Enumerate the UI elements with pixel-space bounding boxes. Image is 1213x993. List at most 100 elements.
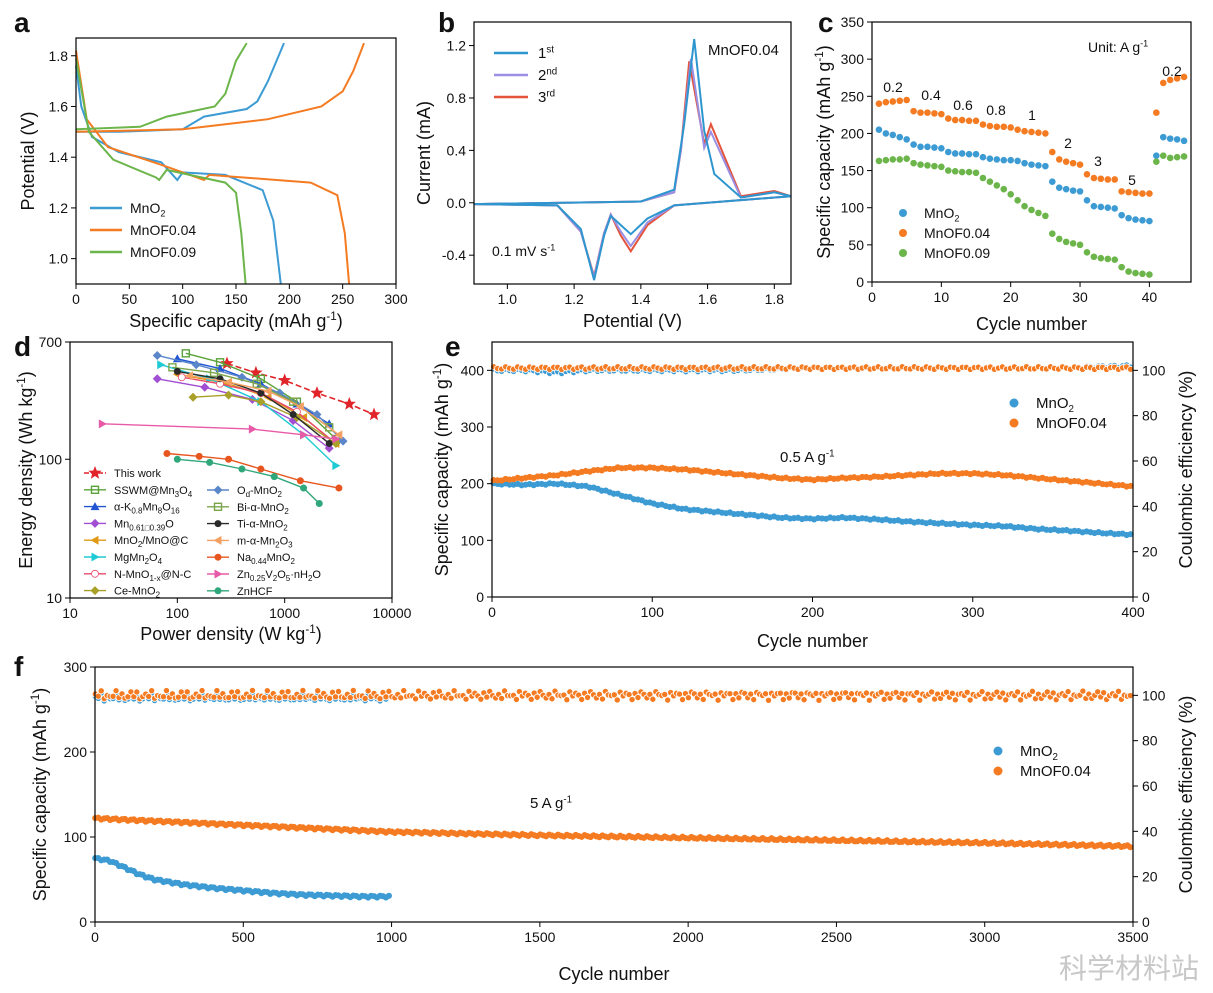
rate-label: 1: [1028, 107, 1036, 123]
axis-f-xtick-label: 0: [91, 929, 99, 945]
legend-d-label-part: This work: [114, 468, 162, 480]
legend-e-marker: [1009, 398, 1019, 408]
cycle-point-mnof0.04-ce: [679, 696, 687, 704]
rate-point-mnof0.04: [1083, 170, 1091, 178]
rate-point-mno2: [896, 133, 904, 141]
ragone-point: [296, 477, 304, 485]
cycle-point-mnof0.04-ce: [246, 693, 254, 701]
rate-point-mno2: [944, 148, 952, 156]
rate-point-mnof0.09: [1111, 256, 1119, 264]
cycle-point-mnof0.04-ce: [234, 688, 242, 696]
ragone-point: [195, 452, 203, 460]
ragone-point: [163, 450, 171, 458]
cycle-point-mnof0.04-ce: [148, 687, 156, 695]
axis-e-ytick-label: 0: [476, 589, 484, 605]
cycle-point-mnof0.04-ce: [284, 688, 292, 696]
rate-point-mnof0.04: [889, 98, 897, 105]
axis-d-xtick-label: 10000: [373, 605, 412, 621]
axis-f-xtick-label: 1000: [376, 929, 407, 945]
watermark: 科学材料站: [1058, 952, 1199, 985]
axis-f-y2tick-label: 40: [1142, 823, 1158, 839]
rate-point-mno2: [875, 126, 883, 134]
ragone-point: [252, 379, 261, 388]
panel-letter-b: b: [438, 7, 455, 38]
legend-e-label: MnO2: [1036, 395, 1074, 415]
cycle-point-mnof0.04-ce: [729, 696, 737, 704]
ragone-point: [173, 367, 181, 375]
axis-a-xtick-label: 200: [278, 291, 302, 307]
rate-point-mno2: [1153, 152, 1160, 160]
legend-d-label-part: ZnHCF: [237, 586, 273, 598]
rate-label: 5: [1128, 172, 1136, 188]
ragone-point: [257, 465, 265, 473]
current-density-f-part: 5 A g: [530, 795, 563, 812]
rate-point-mnof0.09: [1028, 206, 1035, 214]
rate-label: 0.2: [1162, 63, 1182, 79]
cv-curve-1st: [473, 38, 792, 281]
ragone-point: [249, 365, 263, 379]
axis-c-xtick-label: 40: [1142, 289, 1158, 305]
legend-d-label: m-α-Mn2O3: [237, 535, 293, 549]
axis-f-ylabel-part: ): [30, 688, 50, 694]
cycle-point-mnof0.04-ce: [696, 690, 704, 698]
legend-e-marker: [1009, 418, 1019, 428]
panel-b: b 1.0 1.2 1.4 1.6 1.8 -0.4 0.0 0.4 0.8 1.2 Potentia…: [414, 7, 792, 331]
legend-f-marker: [993, 766, 1003, 776]
cycle-point-mnof0.04-ce: [1017, 696, 1025, 704]
axis-a-ytick-label: 1.8: [49, 48, 69, 64]
rate-point-mnof0.04: [1111, 176, 1119, 183]
cycle-point-mnof0.04-capacity: [1127, 844, 1134, 851]
axis-a-xtick-label: 150: [224, 291, 248, 307]
rate-point-mnof0.09: [1159, 152, 1167, 160]
axis-f-xtick-label: 500: [232, 929, 256, 945]
panel-f: f0 500 1000 1500 2000 2500 3000 350001002003000…: [14, 651, 1196, 984]
cycle-point-mnof0.04-ce: [901, 696, 909, 704]
cycle-point-mnof0.04-ce: [432, 693, 440, 701]
cycle-point-mnof0.04-ce: [1079, 687, 1087, 695]
legend-d-label-part: 2: [275, 540, 280, 549]
axis-e-y2tick-label: 0: [1142, 589, 1150, 605]
rate-point-mnof0.04: [1118, 188, 1125, 195]
cycle-point-mnof0.04-ce: [699, 695, 707, 703]
axis-b-ytick-label: -0.4: [442, 247, 466, 263]
rate-point-mnof0.09: [1049, 230, 1056, 238]
rate-point-mno2: [1069, 187, 1077, 194]
cycle-point-mnof0.04-ce: [210, 693, 218, 701]
rate-label: 0.6: [953, 97, 973, 113]
curve-mnof0.04-discharge: [75, 50, 351, 285]
rate-point-mnof0.04: [1042, 130, 1049, 137]
axis-a-xlabel-part: Specific capacity (mAh g: [129, 311, 326, 331]
axis-e-ytick-label: 300: [461, 419, 485, 435]
ragone-point: [367, 407, 381, 421]
cycle-point-mnof0.04-ce: [646, 690, 654, 698]
ragone-point: [200, 382, 210, 392]
cycle-point-mnof0.04-ce: [334, 687, 342, 695]
cycle-point-mnof0.04-ce: [1114, 687, 1122, 695]
ragone-point: [224, 377, 233, 387]
plot-c-frame: [871, 21, 1192, 283]
cycle-point-mnof0.04-ce: [779, 696, 787, 704]
cycle-point-mnof0.04-ce: [415, 687, 423, 695]
rate-point-mno2: [1021, 159, 1028, 167]
cycle-point-mnof0.04-ce: [628, 696, 636, 704]
rate-point-mno2: [1173, 136, 1181, 143]
axis-b-xlabel: Potential (V): [583, 311, 682, 331]
legend-d-marker: [90, 535, 99, 545]
rate-point-mnof0.09: [1173, 153, 1181, 161]
current-density-e-part: 0.5 A g: [780, 449, 826, 466]
cycle-point-mnof0.04-ce: [412, 695, 420, 703]
rate-point-mnof0.09: [1104, 255, 1112, 263]
axis-e-ylabel: Specific capacity (mAh g-1): [431, 363, 452, 576]
rate-label: 0.2: [883, 79, 903, 95]
rate-point-mnof0.09: [951, 168, 959, 175]
legend-d-label-part: 0.61□0.39: [129, 523, 166, 532]
axis-c-ylabel-part: -1: [813, 51, 826, 61]
ragone-point: [173, 455, 181, 463]
cv-scan-rate: 0.1 mV s-1: [492, 243, 555, 259]
rate-point-mno2: [1028, 161, 1035, 168]
rate-point-mnof0.09: [944, 167, 952, 174]
axis-e-ylabel-part: Specific capacity (mAh g: [432, 379, 452, 576]
cycle-point-mnof0.04-ce: [477, 695, 485, 703]
axis-b-ylabel: Current (mA): [414, 101, 434, 205]
legend-d-label-part: 4: [188, 490, 193, 499]
